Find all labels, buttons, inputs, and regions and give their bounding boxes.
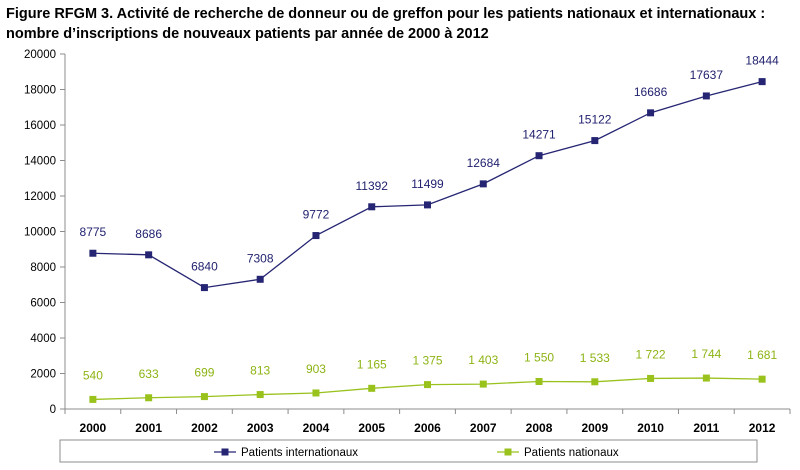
- data-point: [535, 377, 543, 385]
- data-label: 813: [250, 364, 270, 378]
- data-label: 15122: [578, 113, 612, 127]
- y-tick-label: 0: [50, 404, 56, 416]
- legend-label: Patients nationaux: [524, 447, 619, 459]
- data-point: [312, 389, 320, 397]
- legend-marker: [221, 448, 229, 456]
- x-tick-label: 2006: [414, 421, 441, 435]
- data-label: 1 722: [636, 347, 666, 361]
- y-tick-label: 2000: [30, 369, 56, 381]
- data-label: 699: [194, 366, 214, 380]
- data-point: [591, 137, 599, 145]
- data-point: [145, 394, 153, 402]
- y-tick-label: 10000: [24, 227, 56, 239]
- data-point: [758, 78, 766, 86]
- y-tick-label: 18000: [24, 85, 56, 97]
- data-label: 7308: [247, 251, 274, 265]
- data-point: [200, 393, 208, 401]
- data-label: 12684: [467, 156, 501, 170]
- x-tick-label: 2001: [135, 421, 162, 435]
- data-label: 540: [83, 368, 103, 382]
- data-label: 1 550: [524, 350, 554, 364]
- x-tick-label: 2000: [80, 421, 107, 435]
- x-tick-label: 2003: [247, 421, 274, 435]
- data-point: [702, 374, 710, 382]
- data-label: 633: [139, 367, 159, 381]
- data-label: 903: [306, 362, 326, 376]
- data-point: [758, 375, 766, 383]
- data-label: 1 375: [412, 354, 442, 368]
- data-point: [256, 275, 264, 283]
- data-point: [424, 201, 431, 209]
- y-tick-label: 20000: [24, 49, 56, 61]
- legend-label: Patients internationaux: [241, 447, 358, 459]
- legend-marker: [504, 448, 512, 456]
- data-point: [479, 380, 487, 388]
- x-tick-label: 2012: [749, 421, 776, 435]
- data-label: 9772: [303, 208, 330, 222]
- data-point: [535, 152, 543, 160]
- data-label: 14271: [522, 128, 556, 142]
- x-tick-label: 2005: [358, 421, 385, 435]
- data-label: 8686: [135, 227, 162, 241]
- data-point: [368, 203, 376, 211]
- x-tick-label: 2011: [693, 421, 719, 435]
- data-label: 11392: [355, 179, 388, 193]
- data-point: [591, 378, 599, 386]
- data-label: 17637: [690, 68, 724, 82]
- data-point: [256, 391, 264, 399]
- data-point: [89, 249, 97, 257]
- data-label: 8775: [80, 225, 107, 239]
- data-point: [312, 232, 320, 240]
- y-tick-label: 16000: [24, 120, 56, 132]
- y-tick-label: 4000: [30, 333, 56, 345]
- chart-title: Figure RFGM 3. Activité de recherche de …: [6, 6, 766, 42]
- data-point: [479, 180, 487, 188]
- x-tick-label: 2008: [526, 421, 553, 435]
- y-tick-label: 6000: [30, 298, 56, 310]
- data-point: [368, 384, 376, 392]
- y-tick-label: 12000: [24, 191, 56, 203]
- x-tick-label: 2004: [303, 421, 330, 435]
- data-label: 11499: [411, 177, 444, 191]
- x-tick-label: 2002: [191, 421, 218, 435]
- data-label: 1 681: [747, 348, 777, 362]
- data-point: [424, 381, 431, 389]
- data-label: 1 533: [580, 351, 610, 365]
- data-label: 1 403: [468, 353, 498, 367]
- y-tick-label: 14000: [24, 156, 56, 168]
- data-point: [647, 374, 655, 382]
- legend-box: [59, 439, 758, 463]
- y-tick-label: 8000: [30, 262, 56, 274]
- data-label: 16686: [634, 85, 668, 99]
- x-tick-label: 2009: [581, 421, 608, 435]
- data-point: [145, 251, 153, 259]
- data-point: [647, 109, 655, 117]
- x-tick-label: 2010: [637, 421, 664, 435]
- x-tick-label: 2007: [470, 421, 497, 435]
- data-label: 1 744: [691, 347, 721, 361]
- data-label: 18444: [745, 54, 779, 68]
- data-point: [89, 395, 97, 403]
- data-label: 6840: [191, 260, 218, 274]
- data-point: [702, 92, 710, 100]
- data-point: [200, 284, 208, 292]
- data-label: 1 165: [357, 357, 387, 371]
